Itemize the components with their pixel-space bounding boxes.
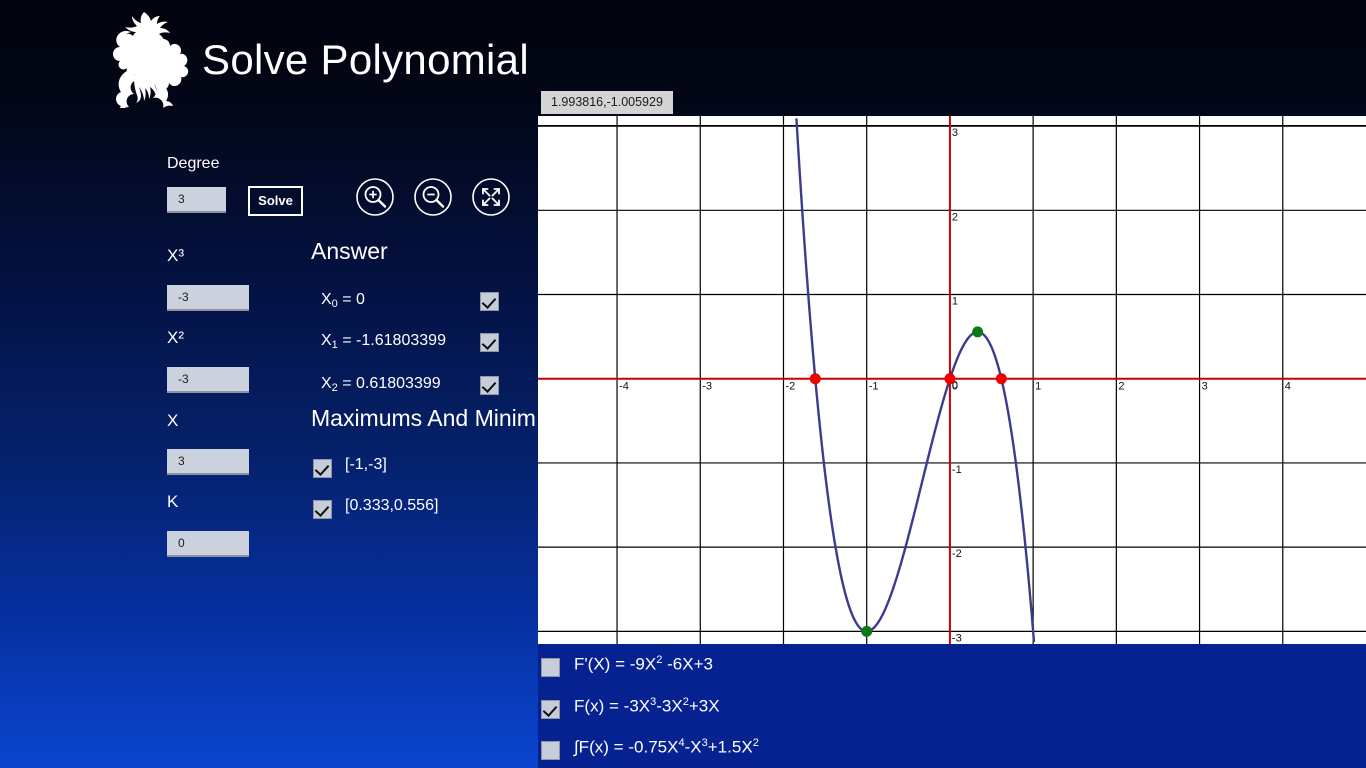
lion-rampant-logo-icon [98, 8, 194, 113]
answer-title: Answer [311, 238, 388, 264]
controls-panel: Degree Solve [0, 115, 540, 768]
svg-text:2: 2 [1118, 381, 1124, 393]
extrema-label: [-1,-3] [345, 456, 387, 473]
svg-text:0: 0 [952, 381, 958, 393]
svg-text:-2: -2 [952, 548, 962, 560]
coefficient-label-k: K [167, 492, 179, 511]
svg-text:-2: -2 [785, 381, 795, 393]
function-label-integral: ∫F(x) = -0.75X4-X3+1.5X2 [574, 737, 759, 757]
answer-root-checkbox[interactable] [480, 292, 499, 311]
zoom-out-icon[interactable] [413, 177, 453, 217]
answer-root-checkbox[interactable] [480, 333, 499, 352]
page-title: Solve Polynomial [202, 36, 529, 83]
extrema-title: Maximums And Minim [311, 405, 536, 431]
svg-text:2: 2 [952, 211, 958, 223]
solve-button[interactable]: Solve [248, 186, 303, 216]
svg-text:-3: -3 [702, 381, 712, 393]
coordinate-readout: 1.993816,-1.005929 [541, 91, 673, 114]
coefficient-input-k[interactable] [167, 531, 249, 557]
svg-text:4: 4 [1285, 381, 1291, 393]
extrema-checkbox[interactable] [313, 459, 332, 478]
svg-text:1: 1 [1035, 381, 1041, 393]
coefficient-input-x[interactable] [167, 449, 249, 475]
answer-root-checkbox[interactable] [480, 376, 499, 395]
function-label-derivative: F'(X) = -9X2 -6X+3 [574, 654, 713, 674]
coefficient-label-x2: X² [167, 328, 184, 347]
svg-text:3: 3 [952, 127, 958, 139]
function-list-panel: F'(X) = -9X2 -6X+3 F(x) = -3X3-3X2+3X ∫F… [538, 644, 1366, 768]
extrema-label: [0.333,0.556] [345, 497, 439, 514]
answer-root-label: X2 = 0.61803399 [321, 375, 441, 394]
answer-row: X1 = -1.61803399 [311, 332, 526, 356]
answer-row: X2 = 0.61803399 [311, 375, 526, 399]
svg-text:1: 1 [952, 296, 958, 308]
function-label-function: F(x) = -3X3-3X2+3X [574, 696, 720, 716]
app-header: Solve Polynomial [0, 0, 540, 115]
degree-input[interactable] [167, 187, 226, 213]
svg-text:-1: -1 [952, 464, 962, 476]
function-checkbox-function[interactable] [541, 700, 560, 719]
graph-canvas[interactable]: -4 -3 -2 -1 0 1 2 3 4 -3 -2 -1 0 1 2 3 [538, 116, 1366, 644]
answer-root-label: X1 = -1.61803399 [321, 332, 446, 351]
fullscreen-icon[interactable] [471, 177, 511, 217]
coefficient-label-x: X [167, 411, 179, 430]
degree-label: Degree [167, 155, 220, 172]
svg-text:0: 0 [952, 380, 958, 392]
function-checkbox-derivative[interactable] [541, 658, 560, 677]
coefficient-input-x2[interactable] [167, 367, 249, 393]
answer-row: X0 = 0 [311, 291, 526, 315]
coefficient-label-x3: X³ [167, 246, 184, 265]
svg-text:-4: -4 [619, 381, 629, 393]
answer-root-label: X0 = 0 [321, 291, 365, 310]
svg-text:3: 3 [1202, 381, 1208, 393]
coefficient-input-x3[interactable] [167, 285, 249, 311]
extrema-checkbox[interactable] [313, 500, 332, 519]
zoom-in-icon[interactable] [355, 177, 395, 217]
svg-text:-3: -3 [952, 632, 962, 644]
svg-text:-1: -1 [869, 381, 879, 393]
function-checkbox-integral[interactable] [541, 741, 560, 760]
